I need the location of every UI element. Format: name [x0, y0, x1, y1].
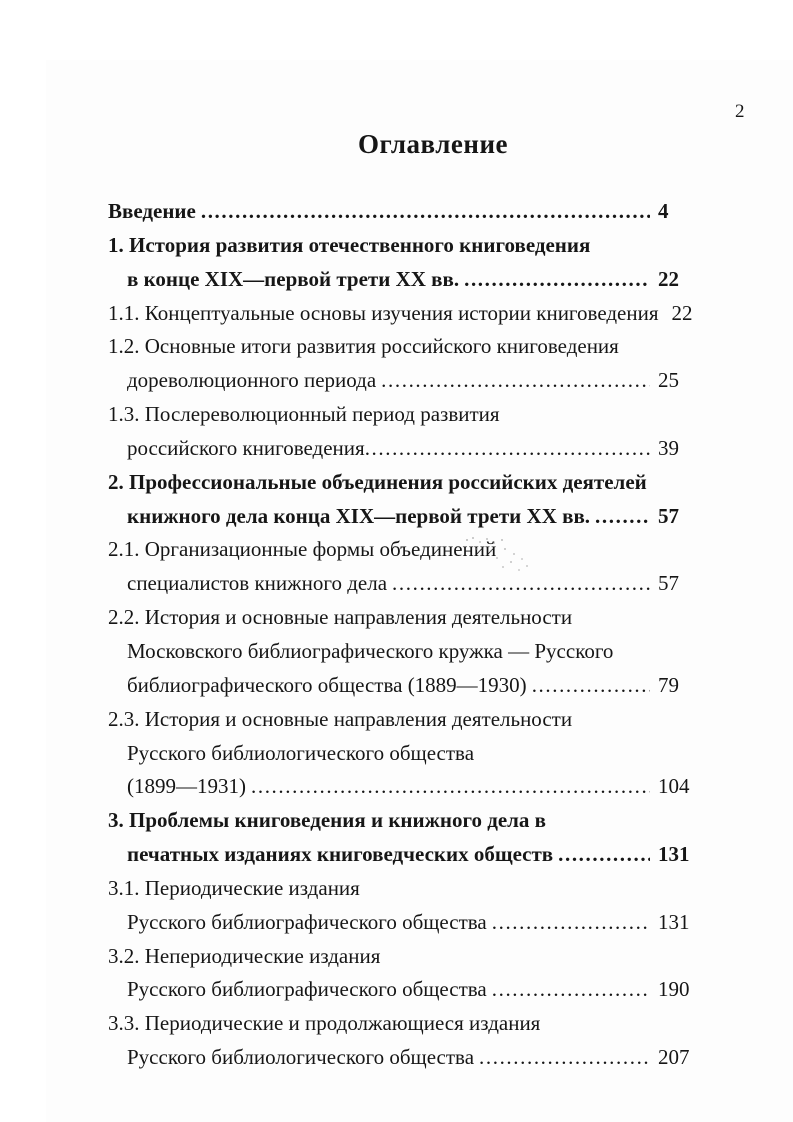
toc-entry-text: 1.1. Концептуальные основы изучения исто…: [108, 300, 659, 325]
toc-row: в конце XIX—первой трети XX вв..........…: [108, 267, 710, 301]
dot-leader: ........................................…: [558, 842, 650, 867]
toc-row: печатных изданиях книговедческих обществ…: [108, 842, 710, 876]
toc-entry-text: книжного дела конца XIX—первой трети XX …: [127, 503, 591, 528]
toc-row: книжного дела конца XIX—первой трети XX …: [108, 504, 710, 538]
dot-leader: ........................................…: [479, 1045, 650, 1070]
toc-row: 3.3. Периодические и продолжающиеся изда…: [108, 1011, 710, 1045]
toc-entry-text: библиографического общества (1889—1930): [127, 672, 527, 697]
toc-row: Московского библиографического кружка — …: [108, 639, 710, 673]
toc-row: Русского библиографического общества....…: [108, 910, 710, 944]
toc-entry-text: 2.1. Организационные формы объединений: [108, 537, 497, 562]
dot-leader: ........................................…: [364, 435, 650, 460]
toc-page-number: 104: [658, 774, 690, 799]
toc-entry-text: российского книговедения: [127, 435, 365, 460]
toc-row: 3. Проблемы книговедения и книжного дела…: [108, 808, 710, 842]
toc-page-number: 25: [658, 368, 679, 393]
toc-page-number: 190: [658, 977, 690, 1002]
toc-entry-text: печатных изданиях книговедческих обществ: [127, 842, 554, 867]
toc-entry-text: Русского библиографического общества: [127, 909, 487, 934]
toc-entry-text: 3. Проблемы книговедения и книжного дела…: [108, 808, 547, 833]
dot-leader: ........................................…: [251, 774, 650, 799]
toc-entry-text: 2.2. История и основные направления деят…: [108, 605, 573, 630]
toc-row: 1.2. Основные итоги развития российского…: [108, 334, 710, 368]
toc-row: российского книговедения................…: [108, 436, 710, 470]
toc-entry-text: 1. История развития отечественного книго…: [108, 232, 591, 257]
toc-row: Русского библиологического общества: [108, 741, 710, 775]
toc-row: 3.1. Периодические издания: [108, 876, 710, 910]
toc-row: 1.1. Концептуальные основы изучения исто…: [108, 301, 710, 335]
scanned-page-background: [46, 60, 793, 1122]
toc-row: 2.1. Организационные формы объединений: [108, 537, 710, 571]
toc-entry-text: Русского библиографического общества: [127, 977, 487, 1002]
toc-entry-text: 1.3. Послереволюционный период развития: [108, 402, 500, 427]
toc-row: Русского библиологического общества.....…: [108, 1045, 710, 1079]
toc-row: библиографического общества (1889—1930).…: [108, 673, 710, 707]
toc-page-number: 22: [671, 300, 693, 325]
dot-leader: ........................................…: [531, 672, 650, 697]
toc-page-number: 22: [658, 266, 679, 291]
toc-row: специалистов книжного дела..............…: [108, 571, 710, 605]
toc-row: дореволюционного периода................…: [108, 368, 710, 402]
toc-entry-text: 2.3. История и основные направления деят…: [108, 706, 573, 731]
toc-entry-text: Московского библиографического кружка — …: [127, 638, 614, 663]
toc-entry-text: Введение: [108, 199, 196, 223]
toc-row: 3.2. Непериодические издания: [108, 944, 710, 978]
page-number: 2: [735, 101, 745, 122]
toc-page-number: 131: [658, 842, 690, 867]
toc-row: 2.3. История и основные направления деят…: [108, 707, 710, 741]
toc-entry-text: 2. Профессиональные объединения российск…: [108, 469, 647, 494]
toc-entry-text: специалистов книжного дела: [127, 571, 388, 596]
toc-row: Русского библиографического общества....…: [108, 977, 710, 1011]
dot-leader: ........................................…: [381, 368, 650, 393]
toc-page-number: 79: [658, 672, 679, 697]
page-title: Оглавление: [358, 129, 508, 159]
toc-page-number: 131: [658, 909, 690, 934]
dot-leader: ........................................…: [491, 909, 650, 934]
toc-page-number: 4: [658, 199, 669, 223]
dot-leader: ........................................…: [491, 977, 650, 1002]
dot-leader: ........................................…: [464, 266, 650, 291]
toc-entry-text: 3.3. Периодические и продолжающиеся изда…: [108, 1011, 541, 1036]
toc-page-number: 207: [658, 1045, 690, 1070]
toc-entry-text: 3.2. Непериодические издания: [108, 943, 381, 968]
dot-leader: ........................................…: [392, 571, 650, 596]
toc-page-number: 39: [658, 435, 679, 460]
toc-page-number: 57: [658, 571, 679, 596]
toc-row: 1. История развития отечественного книго…: [108, 233, 710, 267]
toc-page-number: 57: [658, 503, 679, 528]
toc-row: 2.2. История и основные направления деят…: [108, 605, 710, 639]
toc-row: (1899—1931).............................…: [108, 774, 710, 808]
table-of-contents: Введение................................…: [108, 199, 710, 1079]
toc-entry-text: в конце XIX—первой трети XX вв.: [127, 266, 460, 291]
toc-entry-text: дореволюционного периода: [127, 368, 377, 393]
dot-leader: ........................................…: [595, 503, 650, 528]
toc-entry-text: (1899—1931): [127, 774, 246, 799]
toc-row: Введение................................…: [108, 199, 710, 233]
toc-entry-text: 1.2. Основные итоги развития российского…: [108, 334, 619, 359]
toc-row: 2. Профессиональные объединения российск…: [108, 470, 710, 504]
toc-row: 1.3. Послереволюционный период развития: [108, 402, 710, 436]
toc-entry-text: Русского библиологического общества: [127, 1045, 475, 1070]
toc-entry-text: 3.1. Периодические издания: [108, 875, 360, 900]
dot-leader: ........................................…: [200, 199, 650, 223]
toc-entry-text: Русского библиологического общества: [127, 740, 475, 765]
